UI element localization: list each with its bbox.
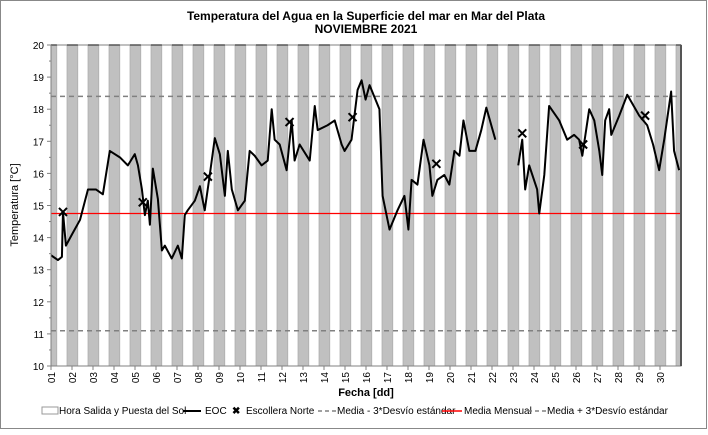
legend-label: Hora Salida y Puesta del Sol xyxy=(59,406,186,417)
y-tick-label: 16 xyxy=(33,169,45,180)
escollera-norte-point xyxy=(138,197,148,207)
y-tick-label: 15 xyxy=(33,202,45,213)
x-tick-label: 10 xyxy=(236,372,247,384)
night-band xyxy=(549,44,562,367)
night-band xyxy=(318,44,331,367)
night-band xyxy=(87,44,100,367)
night-band xyxy=(297,44,310,367)
x-tick-label: 14 xyxy=(320,372,331,384)
escollera-norte-point xyxy=(203,171,213,182)
legend-label: Media Mensual xyxy=(464,406,532,417)
night-band xyxy=(612,44,625,367)
x-tick-label: 03 xyxy=(89,372,100,384)
eoc-series-line xyxy=(50,79,497,262)
x-tick-label: 06 xyxy=(152,372,163,384)
chart-title: Temperatura del Agua en la Superficie de… xyxy=(187,9,545,23)
legend-label: Media - 3*Desvío estándar xyxy=(337,406,456,417)
legend: Hora Salida y Puesta del Sol EOC ✖ Escol… xyxy=(41,406,669,417)
legend-label: Escollera Norte xyxy=(246,406,315,417)
y-tick-label: 10 xyxy=(33,362,45,373)
x-tick-label: 27 xyxy=(593,372,604,384)
y-tick-label: 14 xyxy=(33,234,45,245)
x-tick-label: 20 xyxy=(446,372,457,384)
night-band xyxy=(150,44,163,367)
legend-label: EOC xyxy=(205,406,227,417)
night-band xyxy=(276,44,289,367)
night-band xyxy=(108,44,121,367)
x-tick-label: 18 xyxy=(404,372,415,384)
escollera-norte-point xyxy=(640,110,650,121)
x-tick-label: 25 xyxy=(551,372,562,384)
y-tick-label: 12 xyxy=(33,298,45,309)
legend-swatch-night xyxy=(41,406,59,415)
night-band xyxy=(171,44,184,367)
x-tick-label: 19 xyxy=(425,372,436,384)
night-band xyxy=(255,44,268,367)
x-tick-label: 17 xyxy=(383,372,394,384)
x-tick-label: 02 xyxy=(68,372,79,384)
night-band xyxy=(570,44,583,367)
x-tick-label: 16 xyxy=(362,372,373,384)
x-tick-label: 01 xyxy=(47,372,58,384)
night-band xyxy=(633,44,646,367)
y-axis-label: Temperatura [°C] xyxy=(9,163,21,246)
x-tick-label: 08 xyxy=(194,372,205,384)
night-band xyxy=(444,44,457,367)
night-band xyxy=(654,44,667,367)
y-tick-label: 13 xyxy=(33,266,45,277)
night-band xyxy=(66,44,79,367)
night-band xyxy=(339,44,352,367)
x-tick-label: 05 xyxy=(131,372,142,384)
night-band xyxy=(423,44,436,367)
escollera-norte-point xyxy=(284,117,295,127)
eoc-series-line xyxy=(517,90,681,215)
y-tick-label: 19 xyxy=(33,73,45,84)
x-tick-label: 24 xyxy=(530,372,541,384)
x-tick-label: 04 xyxy=(110,372,121,384)
x-tick-label: 30 xyxy=(656,372,667,384)
night-band xyxy=(465,44,478,367)
x-tick-label: 07 xyxy=(173,372,184,384)
x-tick-label: 22 xyxy=(488,372,499,384)
night-band xyxy=(213,44,226,367)
escollera-norte-point xyxy=(431,159,442,169)
x-tick-label: 11 xyxy=(257,372,268,383)
night-band xyxy=(50,44,58,367)
legend-label: Media + 3*Desvío estándar xyxy=(547,406,669,417)
y-tick-label: 18 xyxy=(33,105,45,116)
y-tick-label: 17 xyxy=(33,137,45,148)
y-tick-label: 11 xyxy=(34,330,45,341)
x-tick-label: 09 xyxy=(215,372,226,384)
x-axis-label: Fecha [dd] xyxy=(338,387,394,399)
x-tick-label: 12 xyxy=(278,372,289,384)
y-tick-label: 20 xyxy=(33,41,45,52)
escollera-norte-point xyxy=(347,112,358,122)
escollera-norte-point xyxy=(517,128,527,138)
x-tick-label: 26 xyxy=(572,372,583,384)
escollera-norte-point xyxy=(58,207,68,217)
night-band xyxy=(486,44,499,367)
night-band xyxy=(591,44,604,367)
legend-swatch-x-icon: ✖ xyxy=(232,406,240,417)
x-tick-label: 21 xyxy=(467,372,478,384)
x-tick-label: 28 xyxy=(614,372,625,384)
escollera-norte-point xyxy=(578,139,588,150)
x-tick-label: 15 xyxy=(341,372,352,384)
chart-subtitle: NOVIEMBRE 2021 xyxy=(315,22,418,36)
night-band xyxy=(507,44,520,367)
night-band xyxy=(192,44,205,367)
x-tick-label: 13 xyxy=(299,372,310,384)
x-tick-label: 23 xyxy=(509,372,520,384)
x-tick-label: 29 xyxy=(635,372,646,384)
